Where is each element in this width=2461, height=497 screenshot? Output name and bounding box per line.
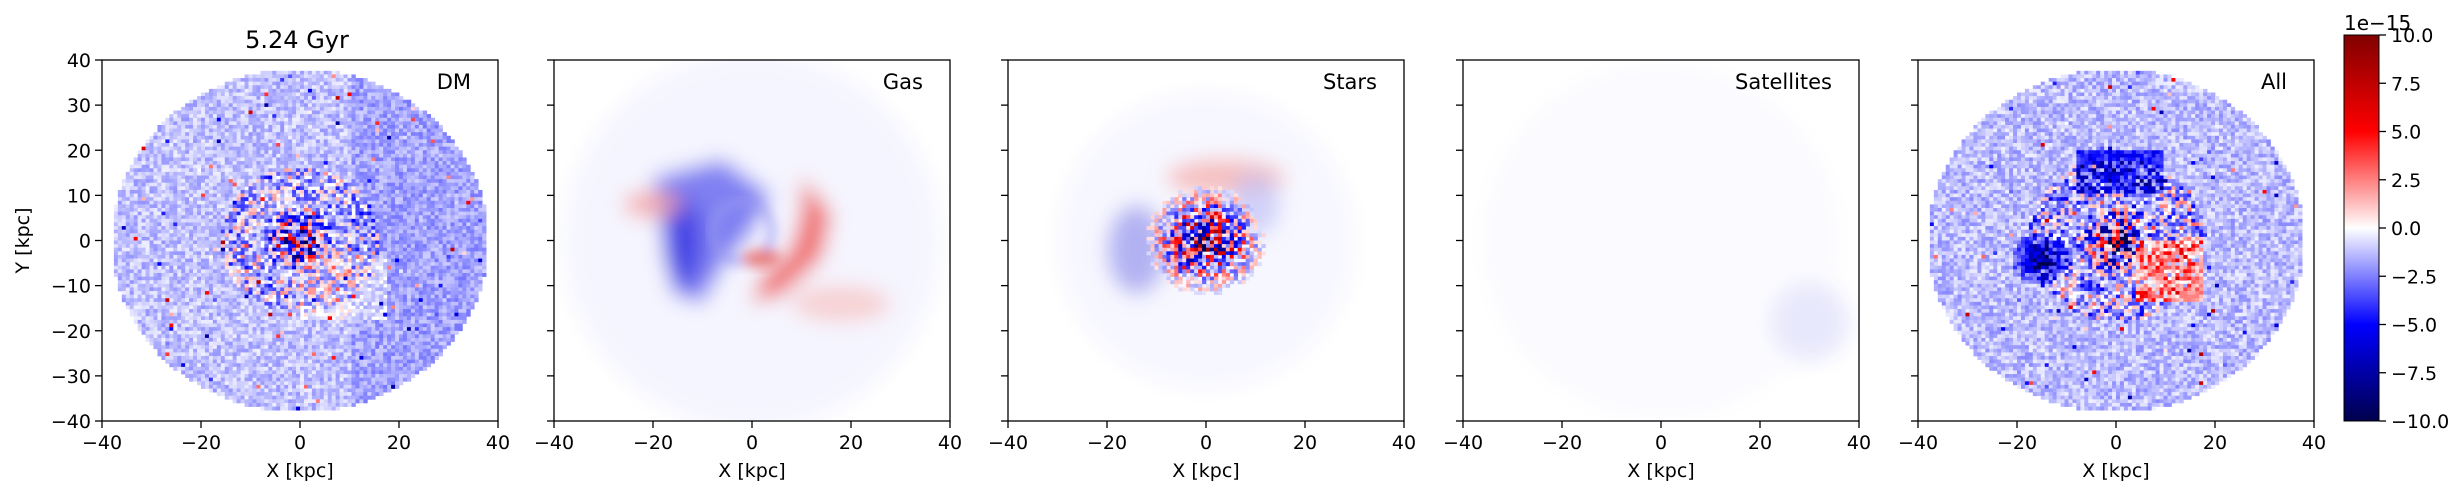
heatmap-satellites: [1482, 62, 1850, 419]
x-tick-label: 40: [486, 432, 510, 454]
heatmap-gas: [563, 60, 941, 421]
y-tick-label: 30: [67, 95, 91, 117]
x-tick-label: 20: [387, 432, 411, 454]
x-tick-label: 0: [2110, 432, 2122, 454]
panel-all: All −40 −20 0 20 40 X [kpc]: [1898, 59, 2326, 482]
y-tick-label: 40: [67, 50, 91, 72]
x-tick-label: −20: [181, 432, 221, 454]
y-tick-label: 10: [67, 185, 91, 207]
x-axis-label: X [kpc]: [266, 460, 333, 482]
heatmap-dm: [113, 70, 487, 411]
panel-label: Gas: [883, 70, 923, 94]
x-tick-label: −40: [82, 432, 122, 454]
colorbar-tick-label: 7.5: [2391, 73, 2421, 95]
x-tick-label: −20: [1997, 432, 2037, 454]
colorbar-tick-label: −10.0: [2391, 411, 2449, 433]
x-tick-label: 20: [2203, 432, 2227, 454]
colorbar-multiplier: 1e−15: [2344, 11, 2411, 35]
panel-stars: Stars −40 −20 0 20 40 X [kpc]: [988, 59, 1416, 482]
y-tick-label: 20: [67, 140, 91, 162]
colorbar: 1e−15 10.0 7.5 5.0 2.5 0.0 −2.5 −5.0 −7.5 −10.0: [2343, 11, 2449, 433]
x-tick-label: −40: [1898, 432, 1938, 454]
colorbar-gradient: [2343, 34, 2380, 422]
y-tick-label: −30: [51, 366, 91, 388]
x-axis-label: X [kpc]: [1627, 460, 1694, 482]
x-tick-label: −40: [988, 432, 1028, 454]
panel-dm: DM −40 −20 0 20 40 X [kpc] 40 30 20 10 0 −10 −20 −30 −4…: [12, 50, 510, 482]
colorbar-tick-label: −7.5: [2391, 363, 2437, 385]
colorbar-tick-label: 0.0: [2391, 218, 2421, 240]
x-tick-label: −20: [1087, 432, 1127, 454]
heatmap-stars: [1057, 92, 1355, 389]
y-axis-label: Y [kpc]: [12, 208, 34, 275]
colorbar-tick-label: 5.0: [2391, 122, 2421, 144]
x-tick-label: 40: [1847, 432, 1871, 454]
x-tick-label: −40: [1443, 432, 1483, 454]
y-tick-label: 0: [79, 231, 91, 253]
panel-gas: Gas −40 −20 0 20 40 X [kpc]: [534, 59, 962, 482]
panel-satellites: Satellites −40 −20 0 20 40 X [kpc]: [1443, 59, 1871, 482]
x-tick-label: −40: [534, 432, 574, 454]
figure-title: 5.24 Gyr: [245, 26, 349, 54]
x-axis-label: X [kpc]: [1172, 460, 1239, 482]
panel-label: Stars: [1323, 70, 1377, 94]
x-tick-label: 20: [839, 432, 863, 454]
colorbar-tick-label: −5.0: [2391, 315, 2437, 337]
colorbar-tick-label: 10.0: [2391, 25, 2433, 47]
x-tick-label: 40: [1392, 432, 1416, 454]
x-tick-label: 0: [746, 432, 758, 454]
x-tick-label: −20: [633, 432, 673, 454]
panels: DM −40 −20 0 20 40 X [kpc] 40 30 20 10 0 −10 −20 −30 −4…: [12, 50, 2326, 482]
x-tick-label: 20: [1748, 432, 1772, 454]
colorbar-ticks: 10.0 7.5 5.0 2.5 0.0 −2.5 −5.0 −7.5 −10.0: [2379, 25, 2449, 433]
x-axis-label: X [kpc]: [718, 460, 785, 482]
x-tick-label: 0: [294, 432, 306, 454]
x-tick-label: 0: [1655, 432, 1667, 454]
x-tick-label: 20: [1293, 432, 1317, 454]
panel-label: Satellites: [1735, 70, 1832, 94]
x-tick-label: 40: [938, 432, 962, 454]
x-tick-label: 0: [1200, 432, 1212, 454]
y-tick-label: −40: [51, 411, 91, 433]
x-tick-label: −20: [1542, 432, 1582, 454]
panel-label: All: [2261, 70, 2287, 94]
x-axis-label: X [kpc]: [2082, 460, 2149, 482]
colorbar-tick-label: 2.5: [2391, 170, 2421, 192]
panel-label: DM: [437, 70, 471, 94]
y-tick-label: −20: [51, 321, 91, 343]
heatmap-all: [1929, 70, 2303, 411]
x-tick-label: 40: [2302, 432, 2326, 454]
y-tick-label: −10: [51, 276, 91, 298]
colorbar-tick-label: −2.5: [2391, 266, 2437, 288]
